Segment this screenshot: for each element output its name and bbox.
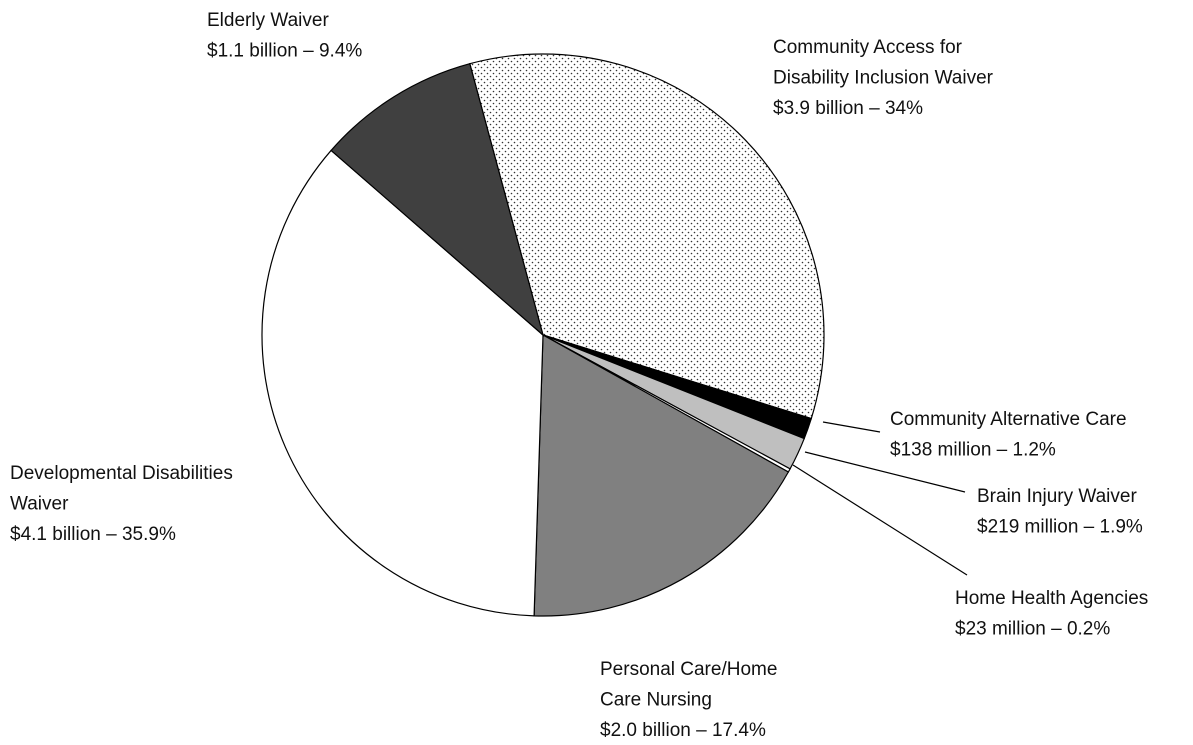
slice-label-line: Care Nursing	[600, 690, 712, 711]
slice-label: Community Alternative Care	[890, 409, 1127, 430]
slice-label-line: Developmental Disabilities	[10, 463, 238, 484]
slice-label-line: Brain Injury Waiver	[977, 486, 1137, 507]
slice-label-line: Community Access for	[773, 37, 967, 58]
slice-label: Developmental Disabilities Waiver	[10, 463, 238, 515]
value-label: $4.1 billion – 35.9%	[10, 524, 176, 545]
value-label: $23 million – 0.2%	[955, 619, 1110, 640]
leader-line	[822, 421, 881, 433]
value-label: $219 million – 1.9%	[977, 517, 1143, 538]
value-label: $1.1 billion – 9.4%	[207, 41, 362, 62]
slice-label: Community Access for Disability Inclusio…	[773, 37, 994, 89]
leader-line	[792, 464, 968, 576]
slice-label-line: Elderly Waiver	[207, 10, 329, 31]
slice-label-line: Waiver	[10, 494, 69, 515]
value-label: $3.9 billion – 34%	[773, 98, 923, 119]
slice-label: Personal Care/Home Care Nursing	[600, 659, 783, 711]
slice-label-line: Disability Inclusion Waiver	[773, 68, 994, 89]
pie-slice	[533, 333, 790, 617]
slice-label: Elderly Waiver	[207, 10, 329, 31]
value-label: $2.0 billion – 17.4%	[600, 720, 766, 741]
value-label: $138 million – 1.2%	[890, 440, 1056, 461]
slice-label-line: Community Alternative Care	[890, 409, 1127, 430]
pie-slice	[469, 53, 825, 420]
slice-label-line: Personal Care/Home	[600, 659, 783, 680]
slice-label: Brain Injury Waiver	[977, 486, 1137, 507]
slice-label-line: Home Health Agencies	[955, 588, 1148, 609]
pie-slice	[261, 149, 544, 617]
leader-line	[804, 451, 966, 493]
pie-slice	[330, 62, 545, 337]
slice-label: Home Health Agencies	[955, 588, 1148, 609]
